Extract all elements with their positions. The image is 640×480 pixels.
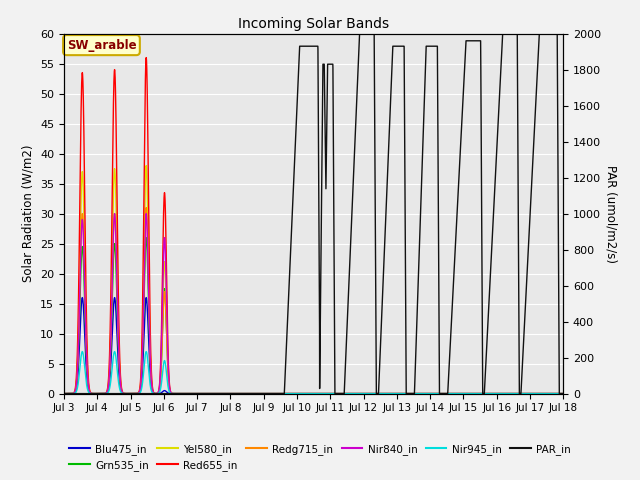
Y-axis label: PAR (umol/m2/s): PAR (umol/m2/s) (605, 165, 618, 263)
Text: SW_arable: SW_arable (67, 38, 136, 51)
Y-axis label: Solar Radiation (W/m2): Solar Radiation (W/m2) (22, 145, 35, 282)
Title: Incoming Solar Bands: Incoming Solar Bands (238, 17, 389, 31)
Legend: Blu475_in, Grn535_in, Yel580_in, Red655_in, Redg715_in, Nir840_in, Nir945_in, PA: Blu475_in, Grn535_in, Yel580_in, Red655_… (65, 439, 575, 475)
